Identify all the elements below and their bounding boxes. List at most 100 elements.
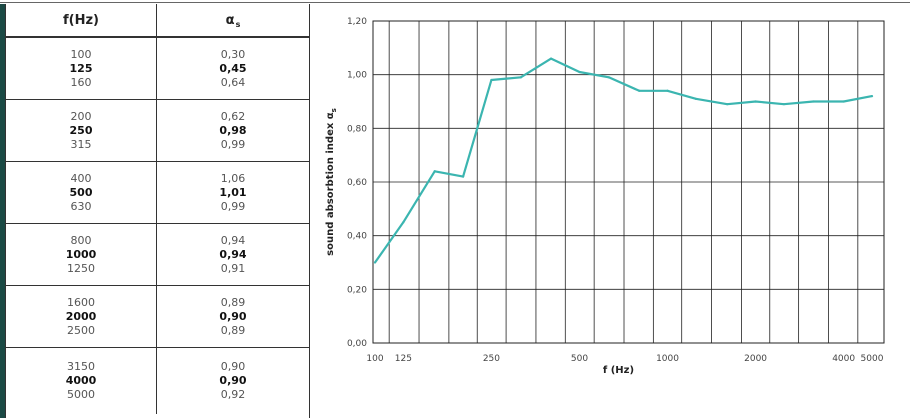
- alpha-cell: 0,99: [220, 199, 246, 213]
- x-tick-label: 4000: [832, 354, 855, 364]
- data-point: [461, 175, 465, 178]
- x-tick-label: 250: [483, 354, 500, 364]
- table-group: 100 125 160 0,30 0,45 0,64: [6, 38, 309, 100]
- table-group: 200 250 315 0,62 0,98 0,99: [6, 100, 309, 162]
- alpha-symbol: α: [225, 12, 235, 28]
- alpha-cell: 0,91: [220, 261, 246, 275]
- x-tick-label: 1000: [656, 354, 679, 364]
- x-tick-label: 125: [395, 354, 412, 364]
- frequency-cell: 315: [70, 137, 92, 151]
- alpha-column: 0,89 0,90 0,89: [156, 286, 309, 347]
- frequency-cell: 1600: [67, 295, 95, 309]
- frequency-cell: 2500: [67, 323, 95, 337]
- data-point: [754, 100, 757, 103]
- table-body: 100 125 160 0,30 0,45 0,64 200 250 315 0,62 0,98 0,…: [6, 38, 309, 414]
- y-tick-label: 1,00: [347, 71, 367, 81]
- y-tick-label: 0,80: [347, 124, 367, 134]
- left-accent-bar: [0, 4, 5, 418]
- top-rule: [0, 2, 910, 3]
- y-tick-label: 0,20: [347, 285, 367, 295]
- x-tick-label: 100: [366, 354, 383, 364]
- frequency-cell: 1250: [67, 261, 95, 275]
- alpha-cell: 0,89: [220, 323, 246, 337]
- alpha-cell: 0,90: [219, 374, 247, 387]
- alpha-cell: 0,90: [220, 360, 246, 373]
- alpha-cell: 1,01: [219, 185, 247, 199]
- alpha-column: 1,06 1,01 0,99: [156, 162, 309, 223]
- frequency-cell: 4000: [65, 374, 97, 387]
- data-point: [812, 100, 815, 103]
- frequency-column: 200 250 315: [6, 100, 156, 161]
- data-point: [638, 89, 641, 92]
- frequency-cell: 160: [70, 75, 92, 89]
- frequency-cell: 630: [70, 199, 92, 213]
- alpha-column: 0,30 0,45 0,64: [156, 38, 309, 99]
- data-point: [782, 103, 786, 106]
- frequency-cell: 2000: [65, 309, 97, 323]
- alpha-cell: 0,92: [220, 388, 246, 401]
- alpha-cell: 0,98: [219, 123, 247, 137]
- y-tick-label: 0,60: [347, 178, 367, 188]
- frequency-cell: 3150: [67, 360, 95, 373]
- data-point: [519, 76, 522, 79]
- y-axis-title-subscript: s: [330, 108, 338, 112]
- absorption-chart: 0,00 0,20 0,40 0,60 0,80 1,00 1,20 100 125 250 500…: [309, 4, 909, 418]
- alpha-cell: 0,94: [220, 233, 246, 247]
- alpha-cell: 0,99: [220, 137, 246, 151]
- frequency-column: 800 1000 1250: [6, 224, 156, 285]
- chart-svg: 0,00 0,20 0,40 0,60 0,80 1,00 1,20 100 125 250 500…: [325, 17, 885, 376]
- x-tick-label: 500: [571, 354, 588, 364]
- x-tick-label: 2000: [744, 354, 767, 364]
- x-tick-label: 5000: [861, 354, 884, 364]
- absorption-line: [374, 57, 873, 264]
- y-axis-title: sound absorbtion index αs: [325, 108, 338, 256]
- data-point: [433, 170, 436, 173]
- table-group: 800 1000 1250 0,94 0,94 0,91: [6, 224, 309, 286]
- frequency-cell: 400: [70, 171, 92, 185]
- alpha-cell: 0,94: [219, 247, 247, 261]
- frequency-column: 400 500 630: [6, 162, 156, 223]
- frequency-cell: 125: [69, 61, 93, 75]
- alpha-cell: 0,62: [220, 109, 246, 123]
- frequency-cell: 200: [70, 109, 92, 123]
- table-group: 1600 2000 2500 0,89 0,90 0,89: [6, 286, 309, 348]
- data-point: [550, 57, 553, 60]
- alpha-column: 0,94 0,94 0,91: [156, 224, 309, 285]
- data-point: [373, 261, 377, 264]
- y-tick-label: 0,40: [347, 232, 367, 242]
- y-tick-label: 0,00: [347, 339, 367, 349]
- table-group: 3150 4000 5000 0,90 0,90 0,92: [6, 348, 309, 414]
- frequency-cell: 800: [70, 233, 92, 247]
- data-point: [578, 70, 581, 74]
- data-point: [694, 97, 697, 100]
- frequency-cell: 500: [69, 185, 93, 199]
- data-point: [490, 78, 493, 82]
- alpha-cell: 0,45: [219, 61, 247, 75]
- alpha-column: 0,62 0,98 0,99: [156, 100, 309, 161]
- data-point: [402, 221, 405, 224]
- alpha-cell: 0,89: [220, 295, 246, 309]
- alpha-cell: 0,64: [220, 75, 246, 89]
- data-point: [607, 76, 610, 79]
- alpha-cell: 0,90: [219, 309, 247, 323]
- data-point: [726, 103, 729, 106]
- frequency-cell: 100: [70, 47, 92, 61]
- table-group: 400 500 630 1,06 1,01 0,99: [6, 162, 309, 224]
- frequency-column: 3150 4000 5000: [6, 348, 156, 414]
- data-point: [870, 95, 874, 98]
- y-tick-label: 1,20: [347, 17, 367, 27]
- alpha-subscript: s: [235, 19, 241, 29]
- data-point: [666, 89, 669, 92]
- x-axis-title: f (Hz): [603, 365, 634, 376]
- frequency-header: f(Hz): [63, 12, 99, 28]
- frequency-cell: 5000: [67, 388, 95, 401]
- y-axis-title-text: sound absorbtion index α: [325, 112, 336, 256]
- alpha-cell: 1,06: [220, 171, 246, 185]
- alpha-cell: 0,30: [220, 47, 246, 61]
- frequency-cell: 250: [69, 123, 93, 137]
- alpha-column: 0,90 0,90 0,92: [156, 348, 309, 414]
- frequency-cell: 1000: [65, 247, 97, 261]
